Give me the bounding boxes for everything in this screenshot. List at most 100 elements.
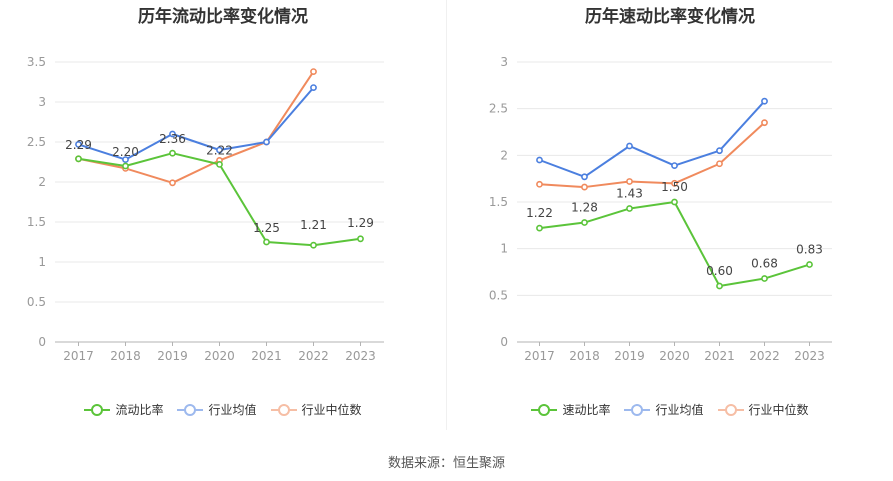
legend-item-company[interactable]: 速动比率 — [531, 401, 610, 418]
industry-avg-line — [78, 86, 315, 161]
legend-item-industry-avg[interactable]: 行业均值 — [177, 401, 257, 418]
x-tick-label: 2018 — [569, 349, 600, 363]
industry-avg-point — [263, 138, 270, 146]
x-tick-label: 2021 — [251, 349, 282, 363]
industry-avg-point — [216, 146, 223, 154]
y-tick-label: 3 — [500, 55, 508, 69]
industry-avg-point — [310, 84, 317, 91]
legend-line-icon — [270, 403, 297, 416]
y-tick-label: 1 — [38, 255, 46, 269]
y-tick-label: 1.5 — [489, 195, 508, 209]
data-label: 1.22 — [526, 206, 553, 220]
y-tick-label: 0 — [500, 335, 508, 349]
industry-avg-point — [761, 97, 768, 105]
industry-avg-point — [75, 140, 82, 148]
industry-median-point — [169, 179, 176, 187]
data-label: 1.21 — [300, 218, 327, 232]
legend-label: 行业均值 — [655, 403, 704, 417]
y-tick-label: 3.5 — [27, 55, 46, 69]
industry-median-point — [626, 178, 633, 185]
chart-title: 历年速动比率变化情况 — [585, 7, 755, 27]
legend-line-icon — [84, 403, 111, 416]
company-point — [169, 149, 176, 157]
data-label: 2.36 — [159, 132, 186, 146]
industry-median-point — [581, 183, 588, 191]
data-label: 2.20 — [112, 145, 139, 159]
legend-line-icon — [624, 403, 651, 416]
industry-median-line — [78, 71, 315, 184]
industry-median-point — [761, 119, 768, 127]
company-point — [671, 198, 678, 206]
company-point — [626, 205, 633, 212]
industry-avg-point — [581, 173, 588, 181]
company-point — [216, 160, 223, 168]
x-tick-label: 2020 — [659, 349, 690, 363]
legend-label: 行业中位数 — [301, 403, 362, 417]
y-tick-label: 0 — [38, 335, 46, 349]
industry-median-point — [536, 180, 543, 188]
industry-median-point — [671, 179, 678, 187]
data-label: 1.28 — [571, 201, 598, 215]
x-tick-label: 2019 — [614, 349, 645, 363]
company-point — [263, 238, 270, 246]
data-label: 1.25 — [253, 221, 280, 235]
legend-item-industry-median[interactable]: 行业中位数 — [717, 401, 809, 418]
legend-label: 速动比率 — [562, 403, 611, 417]
company-point — [761, 275, 768, 282]
y-tick-label: 2 — [500, 148, 508, 162]
data-source: 数据来源：恒生聚源 — [387, 456, 505, 471]
company-point — [536, 224, 543, 232]
legend-label: 行业中位数 — [748, 403, 809, 417]
data-label: 2.22 — [206, 143, 233, 157]
company-point — [75, 155, 82, 163]
industry-avg-point — [169, 130, 176, 138]
company-point — [310, 241, 317, 249]
legend-label: 流动比率 — [115, 403, 164, 417]
legend-item-industry-median[interactable]: 行业中位数 — [270, 401, 362, 418]
quick-ratio-plot: 0 0.5 1 1.5 2 2.5 3 2017 2018 2019 2020 2021 2022 202… — [489, 55, 832, 363]
industry-median-point — [716, 160, 723, 168]
company-point — [122, 162, 129, 170]
panel-divider — [446, 0, 447, 430]
company-point — [806, 261, 813, 268]
x-tick-label: 2023 — [794, 349, 825, 363]
x-tick-label: 2017 — [63, 349, 94, 363]
legend-line-icon — [177, 403, 204, 416]
y-tick-label: 1 — [500, 242, 508, 256]
data-label: 0.68 — [751, 257, 778, 271]
data-label: 1.29 — [347, 216, 374, 230]
y-tick-label: 0.5 — [27, 295, 46, 309]
industry-avg-point — [671, 162, 678, 169]
y-tick-label: 1.5 — [27, 215, 46, 229]
x-tick-label: 2017 — [524, 349, 555, 363]
data-label: 0.83 — [796, 243, 823, 257]
x-tick-label: 2022 — [749, 349, 780, 363]
chart-title: 历年流动比率变化情况 — [138, 7, 308, 27]
industry-avg-point — [716, 147, 723, 155]
legend-line-icon — [531, 403, 558, 416]
y-tick-label: 2.5 — [27, 135, 46, 149]
legend-item-company[interactable]: 流动比率 — [84, 401, 163, 418]
legend-label: 行业均值 — [208, 403, 257, 417]
chart-legend: 流动比率 行业均值 行业中位数 — [0, 401, 446, 418]
industry-avg-line — [539, 100, 766, 178]
company-point — [581, 219, 588, 226]
legend-line-icon — [717, 403, 744, 416]
x-tick-label: 2019 — [157, 349, 188, 363]
x-tick-label: 2020 — [204, 349, 235, 363]
y-tick-label: 3 — [38, 95, 46, 109]
company-point — [357, 235, 364, 243]
industry-avg-point — [626, 142, 633, 150]
y-tick-label: 0.5 — [489, 288, 508, 302]
x-tick-label: 2021 — [704, 349, 735, 363]
data-label: 1.50 — [661, 180, 688, 194]
x-tick-label: 2023 — [345, 349, 376, 363]
current-ratio-chart: 历年流动比率变化情况 0 0.5 1 1.5 2 2.5 3 3.5 2017 2018 2019 2… — [0, 0, 446, 430]
y-tick-label: 2.5 — [489, 102, 508, 116]
legend-item-industry-avg[interactable]: 行业均值 — [624, 401, 704, 418]
industry-median-line — [539, 121, 766, 189]
industry-median-point — [310, 68, 317, 75]
current-ratio-plot: 0 0.5 1 1.5 2 2.5 3 3.5 2017 2018 2019 2020 2021 2022… — [27, 55, 384, 363]
company-line — [539, 201, 810, 287]
industry-avg-point — [536, 156, 543, 164]
